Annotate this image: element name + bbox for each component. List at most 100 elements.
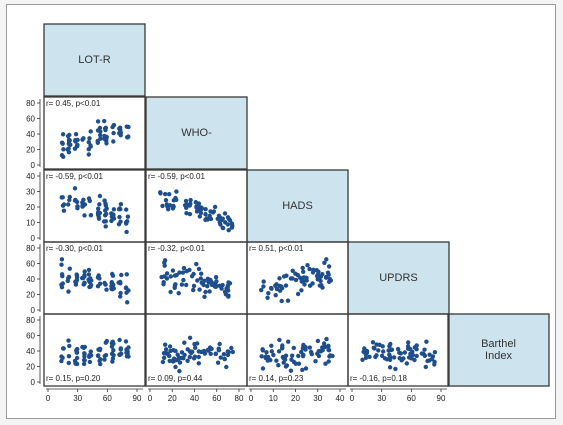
x-tick-label: 60 [103, 394, 112, 403]
correlation-label: r= -0.59, p<0.01 [46, 172, 103, 181]
scatter-point [213, 284, 219, 289]
scatter-point [177, 368, 182, 374]
scatter-point [363, 355, 369, 360]
scatter-point [59, 354, 64, 359]
scatter-point [299, 349, 304, 355]
y-tick-label: 40 [26, 275, 35, 284]
scatter-point [86, 140, 92, 145]
scatter-point [97, 125, 103, 131]
correlation-label: r= 0.45, p<0.01 [46, 99, 101, 108]
scatter-point [73, 132, 79, 137]
scatter-point [381, 349, 386, 354]
scatter-point [212, 204, 218, 210]
scatter-point [213, 275, 219, 280]
scatter-point [218, 355, 223, 360]
scatter-point [111, 130, 116, 136]
diagonal-box-1 [145, 96, 248, 170]
scatter-point [118, 219, 123, 224]
scatter-point [124, 207, 129, 212]
scatter-point [406, 340, 411, 345]
scatter-point [303, 366, 309, 371]
scatter-point [174, 272, 179, 278]
scatter-point [208, 209, 213, 214]
y-tick-label: 80 [26, 244, 35, 253]
scatter-point [160, 359, 166, 365]
scatter-point [80, 137, 85, 142]
scatter-point [307, 266, 312, 272]
scatter-point [66, 274, 72, 280]
scatter-point [305, 263, 310, 268]
scatter-point [119, 272, 124, 278]
scatter-point [307, 345, 312, 350]
scatter-point [87, 359, 93, 365]
scatter-point [323, 344, 328, 350]
scatter-point [181, 265, 187, 271]
scatter-point [125, 300, 130, 305]
scatter-point [174, 189, 179, 194]
scatter-point [386, 348, 391, 353]
scatter-point [205, 217, 210, 222]
diagonal-label: LOT-R [78, 54, 110, 66]
scatter-point [281, 360, 286, 365]
y-tick-label: 20 [26, 203, 35, 212]
scatter-point [196, 361, 201, 366]
scatter-point [300, 367, 305, 373]
x-tick-label: 60 [407, 394, 416, 403]
scatter-point [202, 294, 207, 299]
scatter-point [110, 271, 115, 277]
scatter-point [323, 361, 328, 366]
scatter-point [304, 275, 309, 281]
scatter-point [320, 285, 325, 290]
scatter-point [111, 207, 117, 212]
scatter-point [118, 346, 124, 351]
scatter-point [259, 354, 264, 359]
scatter-point [205, 284, 210, 289]
scatter-point [374, 342, 379, 347]
scatter-point [74, 350, 80, 355]
scatter-point [167, 358, 172, 364]
scatter-point [88, 276, 93, 281]
scatter-point [125, 349, 130, 354]
scatter-point [174, 197, 179, 202]
scatter-point [288, 276, 294, 281]
scatter-point [191, 287, 196, 293]
diagonal-label: HADS [282, 200, 313, 212]
scatter-point [103, 224, 108, 229]
scatter-point [197, 214, 202, 219]
scatter-point [387, 352, 392, 357]
scatter-point [215, 360, 221, 365]
scatter-point [303, 347, 308, 352]
scatter-point [196, 349, 201, 354]
scatter-point [290, 268, 295, 273]
y-tick-label: 0 [31, 234, 36, 243]
diagonal-box-4 [447, 313, 550, 387]
scatter-point [260, 366, 266, 371]
scatter-point [80, 275, 85, 281]
scatter-point [87, 198, 93, 204]
scatter-point [219, 286, 224, 291]
scatter-point [379, 353, 385, 358]
scatter-point [326, 348, 332, 353]
scatter-point [117, 214, 122, 220]
scatter-point [203, 212, 208, 217]
scatter-point [321, 341, 327, 346]
scatter-point [96, 206, 101, 211]
scatter-point [59, 140, 65, 145]
scatter-point [279, 298, 284, 304]
scatter-point [82, 280, 87, 285]
scatter-point [110, 359, 115, 364]
scatter-point [324, 336, 329, 342]
diagonal-box-2 [246, 169, 349, 243]
x-tick-label: 0 [249, 394, 254, 403]
scatter-point [66, 150, 72, 155]
scatter-point [203, 207, 208, 212]
scatter-point [88, 349, 94, 354]
scatter-point [274, 358, 279, 363]
scatter-point [296, 361, 302, 366]
scatter-point [299, 278, 305, 283]
y-tick-label: 10 [26, 219, 35, 228]
scatter-point [61, 208, 67, 213]
y-tick-label: 80 [26, 316, 35, 325]
scatter-point [88, 129, 93, 134]
scatter-point [326, 264, 332, 269]
